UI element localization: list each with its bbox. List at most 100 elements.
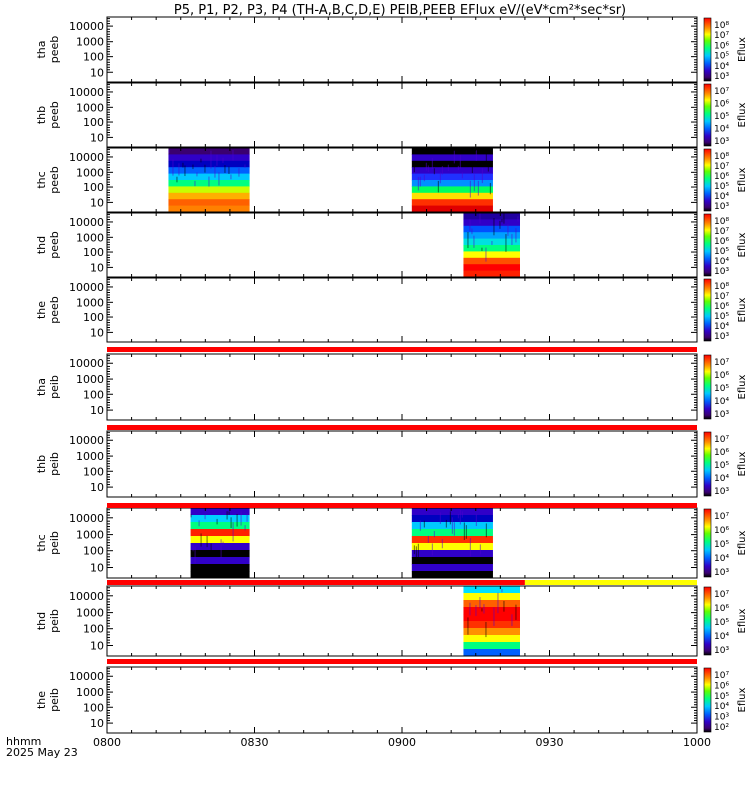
y-tick-label: 10 bbox=[90, 562, 104, 575]
y-tick-label: 10000 bbox=[69, 86, 104, 99]
spectrogram-band bbox=[190, 529, 250, 537]
spectrogram-texture bbox=[511, 614, 513, 627]
spectrogram-texture bbox=[485, 621, 487, 638]
spectrogram-band bbox=[411, 160, 493, 168]
colorbar-tick-label: 10³ bbox=[714, 267, 729, 277]
spectrogram-texture bbox=[449, 511, 451, 525]
spectrogram-texture bbox=[503, 213, 505, 224]
spectrogram-texture bbox=[499, 220, 501, 229]
panel-label-probe: thc bbox=[35, 171, 48, 188]
spectrogram-texture bbox=[481, 168, 483, 184]
panel-frame bbox=[106, 82, 698, 148]
y-tick-label: 10 bbox=[90, 481, 104, 494]
y-tick-label: 100 bbox=[83, 701, 104, 714]
spectrogram-band bbox=[463, 635, 520, 643]
spectrogram-texture bbox=[238, 168, 240, 177]
spectrogram-texture bbox=[439, 512, 441, 524]
spectrogram-texture bbox=[475, 605, 477, 616]
spectrogram-texture bbox=[493, 218, 495, 236]
spectrogram-texture bbox=[222, 157, 224, 163]
spectrogram-texture bbox=[439, 172, 441, 184]
panel-label-product: peeb bbox=[48, 231, 61, 259]
panel-label-probe: thb bbox=[35, 106, 48, 124]
colorbar-tick-label: 10³ bbox=[714, 713, 729, 723]
status-bar-segment bbox=[107, 580, 525, 585]
y-tick-label: 10 bbox=[90, 131, 104, 144]
colorbar-tick-label: 10⁶ bbox=[714, 41, 729, 51]
spectrogram-band bbox=[411, 173, 493, 181]
spectrogram-texture bbox=[517, 216, 519, 222]
y-tick-label: 1000 bbox=[76, 296, 104, 309]
spectrogram-texture bbox=[178, 163, 180, 176]
spectrogram-texture bbox=[469, 602, 471, 616]
spectrogram-texture bbox=[246, 513, 248, 522]
spectrogram-texture bbox=[423, 174, 425, 182]
status-bar-segment bbox=[107, 347, 697, 352]
colorbar-tick-label: 10⁴ bbox=[714, 62, 729, 72]
colorbar bbox=[703, 667, 712, 733]
y-tick-label: 1000 bbox=[76, 373, 104, 386]
colorbar bbox=[703, 213, 712, 277]
spectrogram-texture bbox=[218, 172, 220, 186]
spectrogram-texture bbox=[427, 165, 429, 173]
spectrogram-band bbox=[411, 557, 493, 565]
spectrogram-block bbox=[463, 213, 520, 278]
colorbar bbox=[703, 148, 712, 212]
spectrogram-texture bbox=[194, 180, 196, 187]
colorbar bbox=[703, 586, 712, 656]
colorbar-tick-label: 10⁴ bbox=[714, 192, 729, 202]
spectrogram-texture bbox=[208, 176, 210, 187]
spectrogram-band bbox=[463, 251, 520, 259]
spectrogram-texture bbox=[431, 158, 433, 170]
spectrogram-texture bbox=[230, 174, 232, 180]
spectrogram-texture bbox=[427, 535, 429, 543]
y-tick-label: 100 bbox=[83, 465, 104, 478]
spectrogram-band bbox=[168, 205, 250, 213]
colorbar-tick-label: 10³ bbox=[714, 410, 729, 420]
spectrogram-band bbox=[463, 607, 520, 615]
spectrogram-texture bbox=[204, 514, 206, 520]
spectrogram-texture bbox=[182, 162, 184, 168]
panel-label-product: peeb bbox=[48, 101, 61, 129]
spectrogram-texture bbox=[507, 224, 509, 236]
y-tick-label: 10000 bbox=[69, 512, 104, 525]
colorbar-tick-label: 10² bbox=[714, 723, 729, 733]
y-tick-label: 100 bbox=[83, 246, 104, 259]
panel-label-product: peeb bbox=[48, 296, 61, 324]
x-tick-label: 1000 bbox=[683, 736, 711, 749]
footer-date: 2025 May 23 bbox=[6, 746, 78, 759]
colorbar-tick-label: 10³ bbox=[714, 487, 729, 497]
spectrogram-texture bbox=[413, 163, 415, 173]
panel-frame bbox=[106, 212, 698, 278]
colorbar-tick-label: 10⁴ bbox=[714, 257, 729, 267]
colorbar-tick-label: 10³ bbox=[714, 137, 729, 147]
status-bar-segment bbox=[107, 425, 697, 430]
colorbar-tick-label: 10⁵ bbox=[714, 312, 729, 322]
colorbar-tick-label: 10⁷ bbox=[714, 358, 729, 368]
spectrogram-band bbox=[411, 550, 493, 558]
panel-frame bbox=[106, 16, 698, 83]
spectrogram-texture bbox=[216, 518, 218, 525]
spectrogram-texture bbox=[244, 525, 246, 531]
spectrogram-band bbox=[190, 508, 250, 516]
spectrogram-texture bbox=[487, 164, 489, 172]
colorbar-tick-label: 10⁶ bbox=[714, 100, 729, 110]
colorbar-tick-label: 10³ bbox=[714, 332, 729, 342]
spectrogram-texture bbox=[184, 165, 186, 177]
spectrogram-texture bbox=[473, 235, 475, 248]
colorbar-tick-label: 10⁵ bbox=[714, 540, 729, 550]
colorbar-tick-label: 10⁷ bbox=[714, 31, 729, 41]
colorbar-tick-label: 10⁷ bbox=[714, 671, 729, 681]
spectrogram-texture bbox=[491, 241, 493, 245]
y-tick-label: 100 bbox=[83, 116, 104, 129]
y-tick-label: 10 bbox=[90, 717, 104, 730]
colorbar bbox=[703, 278, 712, 342]
spectrogram-texture bbox=[232, 149, 234, 161]
spectrogram-texture bbox=[511, 233, 513, 246]
y-tick-label: 10 bbox=[90, 66, 104, 79]
spectrogram-texture bbox=[485, 247, 487, 262]
spectrogram-band bbox=[463, 642, 520, 650]
colorbar-tick-label: 10⁴ bbox=[714, 474, 729, 484]
spectrogram-band bbox=[411, 536, 493, 544]
